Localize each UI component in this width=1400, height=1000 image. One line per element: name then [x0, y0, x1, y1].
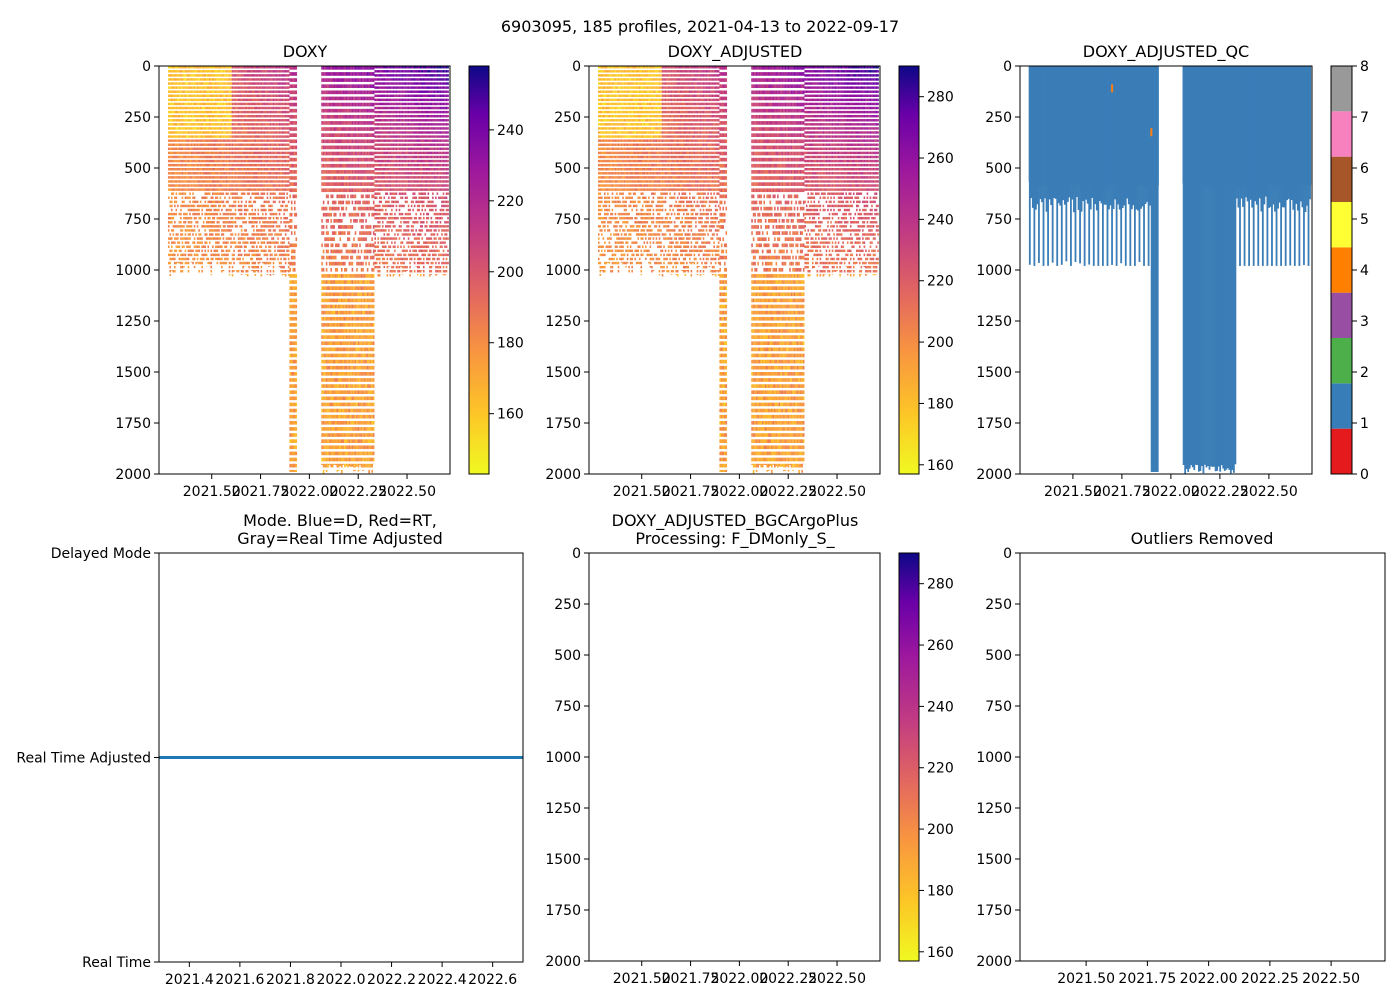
figure-suptitle: 6903095, 185 profiles, 2021-04-13 to 202… [501, 17, 899, 36]
panel-title-doxy: DOXY [283, 42, 328, 61]
panel-doxy: DOXY 2021.502021.752022.002022.252022.50… [115, 42, 523, 500]
doxy-profiles [167, 66, 449, 474]
